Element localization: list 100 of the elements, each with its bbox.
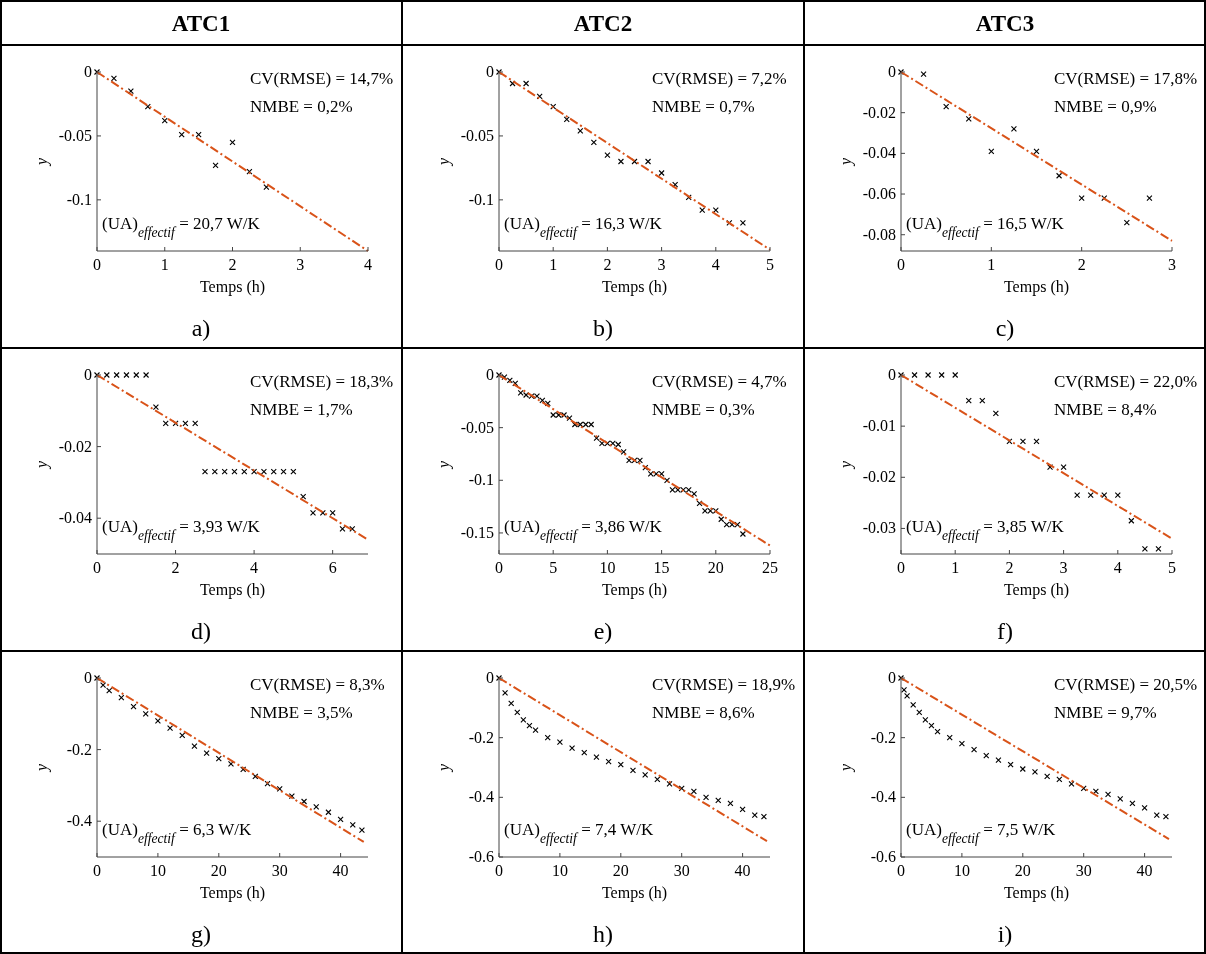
x-tick-label: 3 bbox=[1059, 559, 1068, 576]
point bbox=[270, 468, 277, 475]
point bbox=[231, 468, 238, 475]
point bbox=[1155, 545, 1162, 552]
annotation: (UA)$_{effectif}$ = 3,93 W/K bbox=[102, 517, 261, 543]
annotation: (UA)$_{effectif}$ = 20,7 W/K bbox=[102, 214, 261, 240]
text: f) bbox=[997, 618, 1013, 644]
y-tick-label: -0.05 bbox=[460, 126, 494, 144]
x-tick-label: 2 bbox=[1077, 256, 1086, 273]
x-axis-title: Temps (h) bbox=[1003, 884, 1070, 902]
point bbox=[581, 749, 588, 756]
point bbox=[1087, 492, 1094, 499]
point bbox=[260, 468, 267, 475]
point bbox=[1019, 765, 1026, 773]
annotation: CV(RMSE) = 14,7% bbox=[250, 69, 394, 88]
point bbox=[544, 400, 551, 407]
x-tick-label: 40 bbox=[332, 862, 349, 879]
point bbox=[506, 377, 513, 384]
x-tick-label: 4 bbox=[1113, 559, 1122, 576]
text: c) bbox=[995, 315, 1015, 341]
x-tick-label: 15 bbox=[653, 559, 670, 576]
annotation: NMBE = 1,7% bbox=[250, 400, 353, 419]
point bbox=[1128, 517, 1135, 524]
y-tick-label: -0.02 bbox=[58, 437, 92, 455]
point bbox=[995, 756, 1002, 764]
point bbox=[654, 776, 661, 783]
point bbox=[727, 800, 734, 807]
point bbox=[550, 103, 557, 110]
x-tick-label: 1 bbox=[160, 256, 169, 273]
chart-title: ATC2 bbox=[573, 10, 633, 36]
point bbox=[212, 162, 219, 169]
x-tick-label: 40 bbox=[734, 862, 751, 879]
point bbox=[1060, 464, 1067, 471]
annotation: (UA)$_{effectif}$ = 16,3 W/K bbox=[504, 214, 663, 240]
text: i) bbox=[997, 921, 1013, 947]
point bbox=[1092, 788, 1099, 795]
point bbox=[739, 806, 746, 813]
x-tick-label: 4 bbox=[364, 256, 372, 273]
x-tick-label: 3 bbox=[657, 256, 666, 273]
point bbox=[201, 468, 209, 475]
point bbox=[934, 728, 941, 735]
annotation: (UA)$_{effectif}$ = 3,85 W/K bbox=[906, 517, 1065, 543]
point bbox=[103, 371, 110, 379]
point bbox=[339, 525, 346, 532]
point bbox=[539, 397, 546, 404]
point bbox=[301, 798, 308, 805]
point bbox=[123, 371, 130, 379]
point bbox=[1044, 773, 1051, 780]
point bbox=[130, 703, 137, 710]
point bbox=[1129, 800, 1136, 807]
x-tick-label: 25 bbox=[762, 559, 778, 576]
point bbox=[965, 397, 972, 404]
point bbox=[113, 371, 120, 379]
y-axis-title: y bbox=[435, 157, 453, 168]
y-tick-label: -0.05 bbox=[460, 418, 494, 436]
point bbox=[952, 371, 959, 379]
point bbox=[161, 117, 168, 124]
point bbox=[110, 75, 117, 82]
point bbox=[739, 530, 746, 538]
y-tick-label: -0.15 bbox=[460, 523, 494, 541]
x-tick-label: 10 bbox=[551, 862, 568, 879]
x-axis-title: Temps (h) bbox=[1003, 278, 1070, 296]
annotation: NMBE = 3,5% bbox=[250, 703, 353, 722]
annotation: CV(RMSE) = 22,0% bbox=[1054, 372, 1198, 391]
x-tick-label: 20 bbox=[612, 862, 629, 879]
y-tick-label: -0.08 bbox=[862, 225, 896, 243]
x-axis-title: Temps (h) bbox=[601, 581, 668, 599]
annotation: CV(RMSE) = 18,3% bbox=[250, 372, 394, 391]
y-tick-label: 0 bbox=[486, 366, 494, 383]
point bbox=[229, 139, 236, 146]
annotation: (UA)$_{effectif}$ = 16,5 W/K bbox=[906, 214, 1065, 240]
annotation: (UA)$_{effectif}$ = 7,4 W/K bbox=[504, 820, 654, 846]
x-tick-label: 2 bbox=[228, 256, 237, 273]
point bbox=[593, 754, 600, 761]
x-tick-label: 2 bbox=[171, 559, 180, 576]
point bbox=[192, 420, 199, 427]
x-tick-label: 1 bbox=[549, 256, 558, 273]
point bbox=[577, 127, 584, 134]
y-tick-label: -0.2 bbox=[870, 728, 896, 746]
point bbox=[523, 80, 530, 87]
x-axis-title: Temps (h) bbox=[1003, 581, 1070, 599]
annotation: NMBE = 0,2% bbox=[250, 97, 353, 116]
x-tick-label: 10 bbox=[149, 862, 166, 879]
x-tick-label: 3 bbox=[296, 256, 305, 273]
point bbox=[699, 207, 706, 214]
y-tick-label: -0.02 bbox=[862, 468, 896, 486]
annotation: (UA)$_{effectif}$ = 7,5 W/K bbox=[906, 820, 1056, 846]
point bbox=[280, 468, 287, 475]
text: h) bbox=[593, 921, 613, 947]
point bbox=[620, 448, 627, 455]
x-tick-label: 1 bbox=[951, 559, 960, 576]
text: b) bbox=[593, 315, 613, 341]
y-tick-label: 0 bbox=[888, 366, 896, 383]
point bbox=[263, 184, 270, 191]
point bbox=[971, 746, 978, 753]
annotation: CV(RMSE) = 20,5% bbox=[1054, 675, 1198, 694]
annotation: CV(RMSE) = 7,2% bbox=[652, 69, 787, 88]
y-tick-label: -0.04 bbox=[862, 144, 896, 162]
point bbox=[1146, 195, 1153, 202]
annotation: CV(RMSE) = 18,9% bbox=[652, 675, 796, 694]
